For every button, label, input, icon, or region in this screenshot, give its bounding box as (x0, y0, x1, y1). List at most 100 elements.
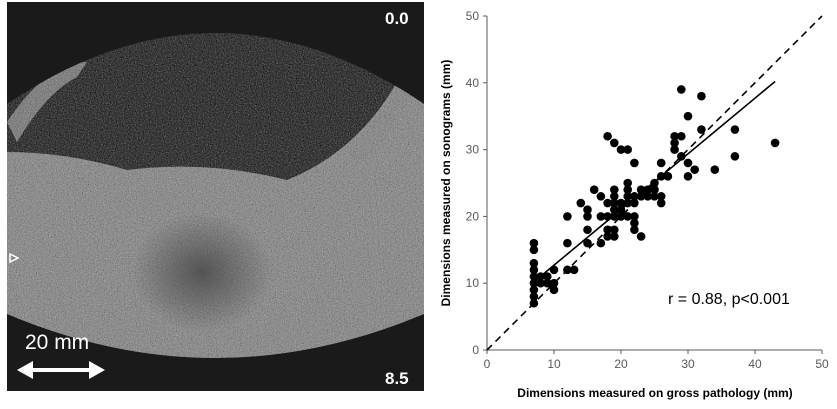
y-tick-label: 30 (466, 143, 480, 157)
x-tick-label: 20 (614, 357, 628, 371)
data-point (543, 278, 552, 288)
data-point (650, 192, 659, 201)
data-point (650, 185, 659, 194)
data-point (529, 265, 539, 275)
data-point (630, 225, 639, 235)
data-point (683, 172, 693, 181)
depth-top-label: 0.0 (385, 9, 409, 28)
data-point (583, 212, 592, 221)
identity-line (486, 15, 823, 351)
data-point (536, 278, 545, 288)
y-tick-label: 50 (466, 9, 480, 23)
data-point (603, 198, 612, 208)
data-point (610, 205, 619, 215)
y-tick-label: 0 (472, 343, 479, 357)
y-tick-label: 10 (466, 276, 480, 290)
data-point (596, 238, 606, 248)
scatter-chart-svg: 0 10 20 30 40 50 0 10 20 30 40 50 r = 0.88, p<0.00… (439, 9, 829, 400)
data-point (630, 192, 639, 201)
data-point (563, 265, 572, 275)
scale-bar-label: 20 mm (25, 331, 89, 354)
data-point (636, 232, 646, 241)
x-tick-label: 0 (484, 357, 491, 371)
data-point (596, 212, 606, 221)
data-point (656, 198, 666, 208)
chart-axes (486, 16, 822, 351)
scatter-chart: 0 10 20 30 40 50 0 10 20 30 40 50 r = 0.88, p<0.00… (430, 0, 837, 404)
regression-line (533, 80, 776, 283)
x-tick-group: 0 10 20 30 40 50 (484, 350, 829, 371)
data-point (543, 272, 552, 281)
x-axis-label: Dimensions measured on gross pathology (… (517, 386, 792, 400)
data-point (610, 185, 619, 194)
data-point (630, 212, 639, 221)
data-point (643, 185, 653, 194)
data-point (529, 285, 539, 295)
y-tick-group: 0 10 20 30 40 50 (466, 9, 487, 357)
y-axis-label: Dimensions measured on sonograms (mm) (439, 60, 453, 307)
data-point (683, 158, 693, 168)
data-point (610, 192, 619, 201)
data-point (683, 111, 693, 121)
data-point (529, 258, 539, 268)
data-point (663, 172, 673, 181)
data-point (549, 285, 559, 295)
data-point (623, 192, 632, 201)
data-point (583, 238, 592, 248)
data-point (730, 151, 740, 161)
data-point (630, 218, 639, 228)
data-point (643, 192, 653, 201)
x-tick-label: 40 (748, 357, 762, 371)
data-point (529, 292, 539, 301)
data-point (596, 192, 606, 201)
x-tick-label: 30 (681, 357, 695, 371)
ultrasound-image: 0.0 8.5 20 mm (7, 2, 424, 391)
data-point (563, 212, 572, 221)
x-tick-label: 50 (815, 357, 829, 371)
data-points (529, 85, 780, 308)
data-point (603, 131, 612, 141)
data-point (670, 145, 679, 154)
data-point (656, 158, 666, 168)
data-point (583, 205, 592, 215)
data-point (697, 125, 706, 134)
data-point (677, 131, 686, 141)
ultrasound-canvas: 0.0 8.5 20 mm (7, 2, 424, 391)
data-point (730, 125, 740, 134)
data-point (656, 192, 666, 201)
data-point (589, 185, 599, 194)
data-point (623, 178, 632, 188)
depth-bottom-label: 8.5 (385, 369, 409, 388)
data-point (610, 225, 619, 235)
data-point (603, 225, 612, 235)
data-point (583, 225, 592, 235)
data-point (603, 232, 612, 241)
data-point (610, 232, 619, 241)
data-point (529, 238, 539, 248)
data-point (576, 198, 586, 208)
data-point (770, 138, 780, 148)
scale-bar-double-arrow-icon (17, 361, 105, 379)
data-point (623, 185, 632, 194)
data-point (616, 145, 626, 154)
data-point (623, 212, 632, 221)
data-point (529, 298, 539, 308)
data-point (616, 198, 626, 208)
y-tick-label: 20 (466, 209, 480, 223)
data-point (529, 272, 539, 281)
data-point (677, 85, 686, 94)
data-point (529, 245, 539, 255)
data-point (670, 131, 679, 141)
data-point (670, 138, 679, 148)
data-point (563, 238, 572, 248)
focus-marker-icon (9, 252, 20, 264)
data-point (610, 138, 619, 148)
x-tick-label: 10 (547, 357, 561, 371)
y-tick-label: 40 (466, 76, 480, 90)
data-point (569, 265, 579, 275)
data-point (610, 198, 619, 208)
data-point (549, 278, 559, 288)
ultrasound-fan (7, 33, 424, 358)
data-point (710, 165, 720, 174)
data-point (616, 212, 626, 221)
